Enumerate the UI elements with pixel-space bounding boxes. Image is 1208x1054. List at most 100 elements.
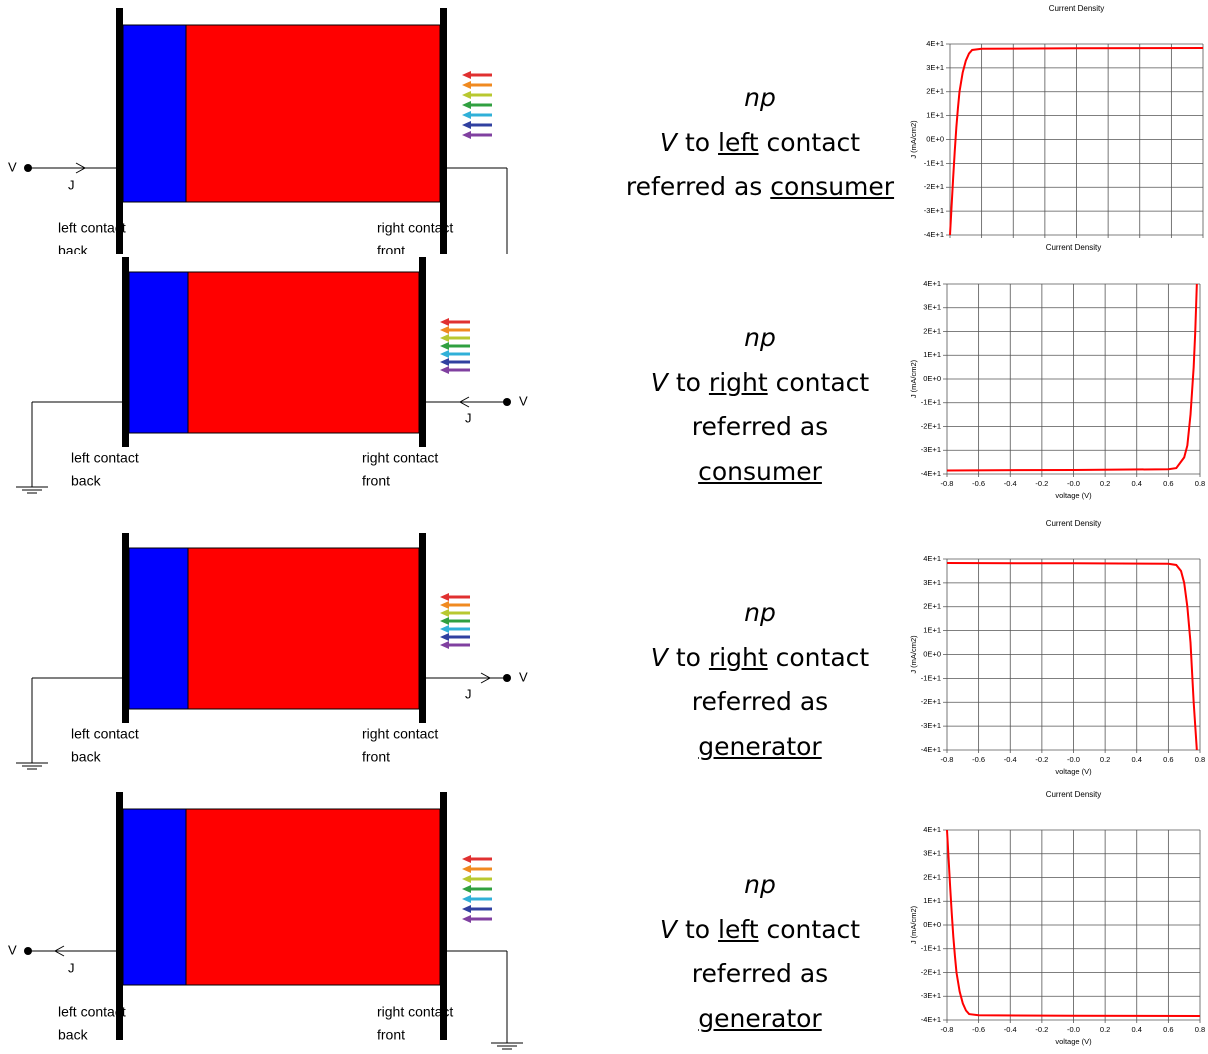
role: consumer bbox=[698, 457, 822, 486]
left-contact-bar bbox=[116, 8, 123, 254]
y-tick-label: -3E+1 bbox=[921, 721, 941, 730]
description-line: consumer bbox=[600, 450, 920, 495]
y-tick-label: 0E+0 bbox=[923, 374, 941, 383]
chart-background bbox=[905, 0, 1208, 243]
referred: referred as bbox=[692, 959, 828, 988]
v: V bbox=[651, 368, 668, 397]
y-tick-label: 1E+1 bbox=[923, 350, 941, 359]
current-label: J bbox=[465, 410, 472, 425]
v: V bbox=[660, 915, 677, 944]
role: generator bbox=[698, 1004, 821, 1033]
contact-label: left contact bbox=[58, 220, 126, 236]
material: np bbox=[744, 83, 776, 112]
material: np bbox=[744, 870, 776, 899]
x-tick-label: -0.8 bbox=[941, 1025, 954, 1034]
x-tick-label: 0.2 bbox=[1100, 1025, 1110, 1034]
y-tick-label: -3E+1 bbox=[924, 206, 944, 215]
description-line: np bbox=[600, 591, 920, 636]
y-tick-label: 3E+1 bbox=[923, 849, 941, 858]
description-line: V to left contact bbox=[600, 121, 920, 166]
contact: contact bbox=[776, 368, 870, 397]
role: consumer bbox=[770, 172, 894, 201]
n-layer bbox=[123, 809, 186, 985]
right-contact-bar bbox=[440, 8, 447, 254]
y-tick-label: -1E+1 bbox=[921, 398, 941, 407]
x-tick-label: 0.8 bbox=[1195, 479, 1205, 488]
current-label: J bbox=[68, 960, 75, 975]
x-tick-label: -0.6 bbox=[972, 479, 985, 488]
x-axis-label: voltage (V) bbox=[1055, 1037, 1092, 1046]
contact: contact bbox=[776, 643, 870, 672]
v: V bbox=[651, 643, 668, 672]
side: left bbox=[718, 915, 759, 944]
y-tick-label: -4E+1 bbox=[924, 230, 944, 239]
y-tick-label: -4E+1 bbox=[921, 1015, 941, 1024]
role: generator bbox=[698, 732, 821, 761]
contact-label: right contact bbox=[362, 450, 438, 466]
y-tick-label: 1E+1 bbox=[923, 626, 941, 635]
y-tick-label: 2E+1 bbox=[923, 872, 941, 881]
terminal bbox=[24, 947, 32, 955]
x-tick-label: 0.6 bbox=[1163, 479, 1173, 488]
x-tick-label: -0.0 bbox=[1067, 479, 1080, 488]
description-line: referred as bbox=[600, 405, 920, 450]
description-line: referred as bbox=[600, 952, 920, 997]
y-tick-label: -2E+1 bbox=[921, 421, 941, 430]
y-tick-label: 3E+1 bbox=[923, 303, 941, 312]
terminal bbox=[503, 398, 511, 406]
p-layer bbox=[186, 25, 440, 202]
x-tick-label: -0.8 bbox=[941, 755, 954, 764]
x-tick-label: -0.2 bbox=[1035, 479, 1048, 488]
right-contact-bar bbox=[419, 533, 426, 723]
contact-label: left contact bbox=[71, 450, 139, 466]
y-tick-label: 4E+1 bbox=[923, 554, 941, 563]
y-tick-label: 2E+1 bbox=[923, 602, 941, 611]
contact-label: back bbox=[71, 473, 102, 489]
y-tick-label: -2E+1 bbox=[921, 967, 941, 976]
x-axis-label: voltage (V) bbox=[1055, 767, 1092, 776]
y-tick-label: 4E+1 bbox=[926, 39, 944, 48]
y-tick-label: -3E+1 bbox=[921, 991, 941, 1000]
to: to bbox=[676, 643, 701, 672]
y-tick-label: 0E+0 bbox=[923, 920, 941, 929]
x-tick-label: -0.2 bbox=[1035, 1025, 1048, 1034]
y-tick-label: 2E+1 bbox=[923, 326, 941, 335]
contact-label: left contact bbox=[58, 1004, 126, 1020]
x-tick-label: -0.4 bbox=[1004, 479, 1017, 488]
x-tick-label: -0.6 bbox=[972, 1025, 985, 1034]
y-tick-label: 4E+1 bbox=[923, 825, 941, 834]
x-tick-label: -0.4 bbox=[1004, 755, 1017, 764]
material: np bbox=[744, 323, 776, 352]
chart-background bbox=[905, 510, 1208, 786]
chart-title: Current Density bbox=[1049, 4, 1105, 13]
y-tick-label: 4E+1 bbox=[923, 279, 941, 288]
contact-label: right contact bbox=[362, 726, 438, 742]
x-tick-label: 0.4 bbox=[1132, 479, 1142, 488]
y-tick-label: 0E+0 bbox=[923, 649, 941, 658]
chart-title: Current Density bbox=[1046, 790, 1102, 799]
description-line: np bbox=[600, 863, 920, 908]
left-contact-bar bbox=[122, 257, 129, 447]
x-tick-label: 0.6 bbox=[1163, 755, 1173, 764]
voltage-label: V bbox=[8, 159, 17, 174]
material: np bbox=[744, 598, 776, 627]
x-tick-label: 0.8 bbox=[1195, 755, 1205, 764]
voltage-label: V bbox=[519, 393, 528, 408]
page: VJleft contactbackright contactfrontVJle… bbox=[0, 0, 1208, 1054]
left-contact-bar bbox=[122, 533, 129, 723]
x-tick-label: -0.6 bbox=[972, 755, 985, 764]
referred: referred as bbox=[692, 412, 828, 441]
v: V bbox=[660, 128, 677, 157]
terminal bbox=[503, 674, 511, 682]
x-tick-label: -0.4 bbox=[1004, 1025, 1017, 1034]
description-line: generator bbox=[600, 997, 920, 1042]
y-tick-label: 0E+0 bbox=[926, 134, 944, 143]
to: to bbox=[685, 128, 710, 157]
description-line: V to right contact bbox=[600, 636, 920, 681]
right-contact-bar bbox=[419, 257, 426, 447]
y-tick-label: 1E+1 bbox=[926, 111, 944, 120]
contact: contact bbox=[767, 128, 861, 157]
contact-label: back bbox=[71, 749, 102, 765]
n-layer bbox=[129, 548, 188, 709]
